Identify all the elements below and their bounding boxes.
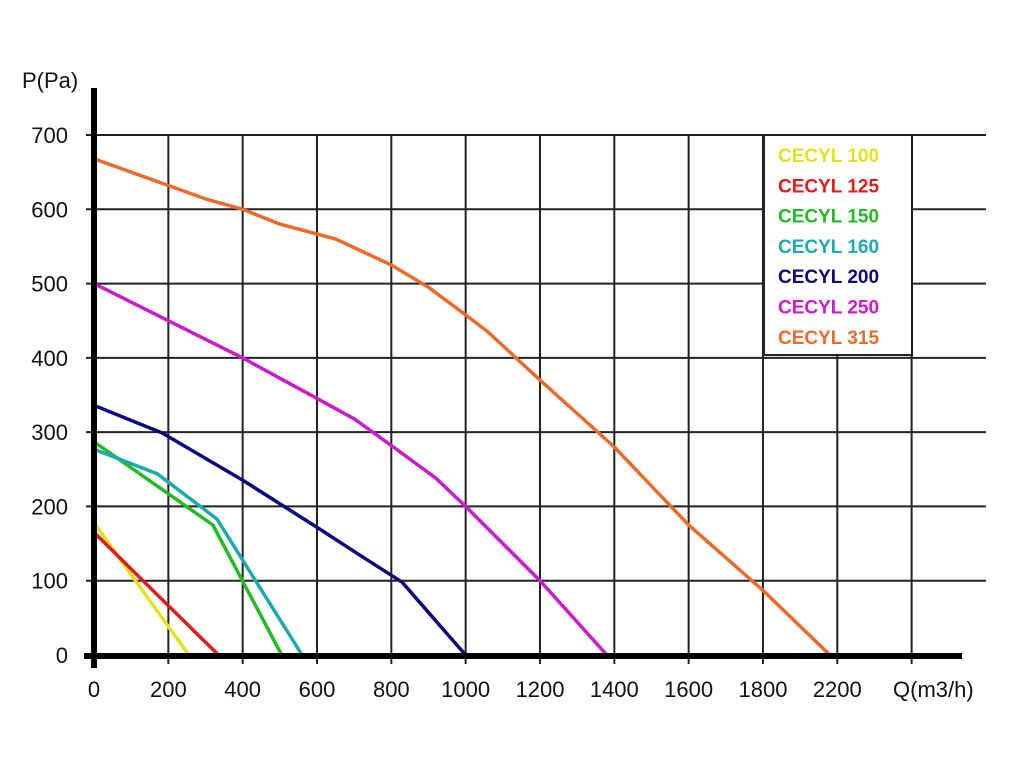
x-tick-label: 1600 <box>664 677 713 702</box>
legend-item: CECYL 250 <box>778 298 879 319</box>
y-tick-label: 500 <box>31 272 68 297</box>
legend-item: CECYL 100 <box>778 146 879 167</box>
x-tick-label: 800 <box>373 677 410 702</box>
x-tick-label: 1000 <box>441 677 490 702</box>
x-axis-label: Q(m3/h) <box>893 677 974 702</box>
legend-item: CECYL 160 <box>778 237 879 258</box>
legend-item: CECYL 200 <box>778 267 879 288</box>
series-line-cecyl-100 <box>92 521 191 657</box>
series-line-cecyl-315 <box>93 157 832 657</box>
legend-item: CECYL 125 <box>778 176 879 197</box>
legend-item: CECYL 150 <box>778 207 879 228</box>
y-tick-label: 400 <box>31 346 68 371</box>
legend-box <box>763 134 913 356</box>
series-line-cecyl-200 <box>93 403 467 657</box>
x-tick-label: 1400 <box>590 677 639 702</box>
series-line-cecyl-125 <box>92 531 220 657</box>
x-tick-label: 1200 <box>516 677 565 702</box>
series-line-cecyl-250 <box>93 282 609 657</box>
y-tick-label: 600 <box>31 197 68 222</box>
legend: CECYL 100 CECYL 125 CECYL 150 CECYL 160 CECY… <box>778 146 879 349</box>
y-tick-label: 100 <box>31 569 68 594</box>
y-tick-label: 0 <box>56 643 68 668</box>
series-lines <box>92 157 832 657</box>
y-axis-label: P(Pa) <box>22 68 78 93</box>
x-tick-label: 400 <box>224 677 261 702</box>
tick-labels: 0 100 200 300 400 500 600 700 0 200 400 600 800 1000 1… <box>31 123 861 702</box>
x-tick-label: 600 <box>299 677 336 702</box>
y-tick-label: 700 <box>31 123 68 148</box>
series-line-cecyl-160 <box>93 447 304 656</box>
x-tick-label: 1800 <box>738 677 787 702</box>
y-tick-label: 200 <box>31 494 68 519</box>
y-tick-label: 300 <box>31 420 68 445</box>
series-line-cecyl-150 <box>92 440 284 656</box>
x-tick-label: 200 <box>150 677 187 702</box>
legend-item: CECYL 315 <box>778 328 879 349</box>
x-tick-label: 2200 <box>813 677 862 702</box>
x-tick-label: 0 <box>88 677 100 702</box>
